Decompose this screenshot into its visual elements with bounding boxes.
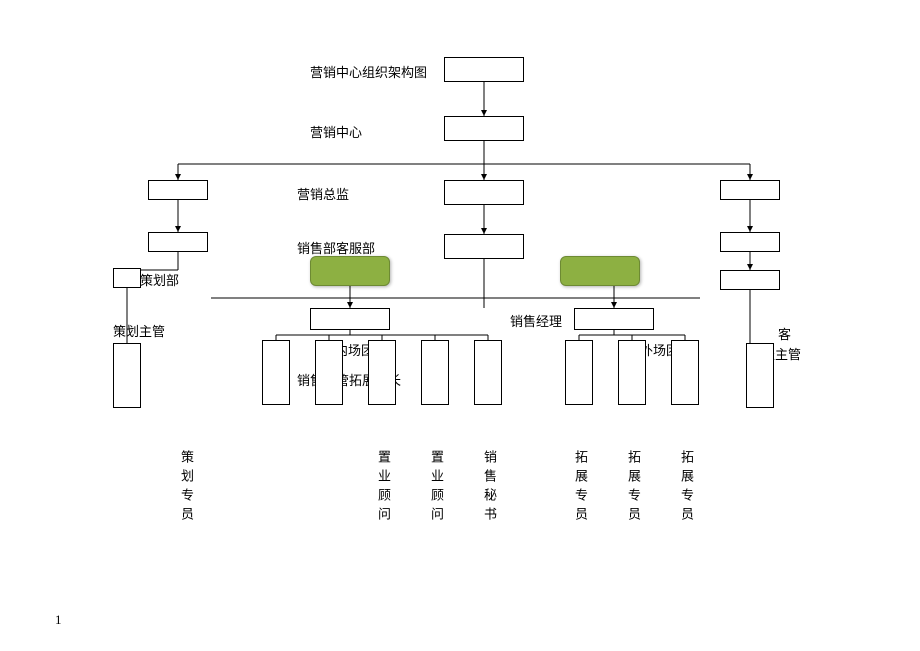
node-tall1 <box>262 340 290 405</box>
vcol-3: 置业顾问 <box>374 450 393 526</box>
node-l4_right <box>720 232 780 252</box>
node-l3_right <box>720 180 780 200</box>
sales-cs-dept-label: 销售部客服部 <box>297 238 375 257</box>
node-tall6 <box>565 340 593 405</box>
node-green_l <box>310 256 390 286</box>
planning-sup-label: 策划主管 <box>113 321 165 340</box>
node-top <box>444 57 524 82</box>
sales-manager-label: 销售经理 <box>510 311 562 330</box>
node-l4_mid <box>444 234 524 259</box>
node-tall8 <box>671 340 699 405</box>
vcol-6: 拓展专员 <box>571 450 590 526</box>
node-l5_right <box>720 270 780 290</box>
node-tall2 <box>315 340 343 405</box>
node-tall5 <box>474 340 502 405</box>
director-label: 营销总监 <box>297 184 349 203</box>
planning-dept-label: 策划部 <box>140 270 179 289</box>
node-l4_left <box>148 232 208 252</box>
page-number: 1 <box>55 612 62 628</box>
vcol-5: 销售秘书 <box>480 450 499 526</box>
vcol-7: 拓展专员 <box>624 450 643 526</box>
node-tall3 <box>368 340 396 405</box>
node-l3_mid <box>444 180 524 205</box>
node-l2 <box>444 116 524 141</box>
vcol-4: 置业顾问 <box>427 450 446 526</box>
node-green_r <box>560 256 640 286</box>
node-tall4 <box>421 340 449 405</box>
node-l3_left <box>148 180 208 200</box>
title-label: 营销中心组织架构图 <box>310 62 427 81</box>
node-team_box_r <box>574 308 654 330</box>
vcol-1: 策划专员 <box>177 450 196 526</box>
node-tall7 <box>618 340 646 405</box>
node-team_box_l <box>310 308 390 330</box>
cs-label: 客 <box>778 324 791 343</box>
vcol-8: 拓展专员 <box>677 450 696 526</box>
node-plan_dept <box>113 268 141 288</box>
node-cs_box <box>746 343 774 408</box>
center-label: 营销中心 <box>310 122 362 141</box>
node-plan_sup <box>113 343 141 408</box>
